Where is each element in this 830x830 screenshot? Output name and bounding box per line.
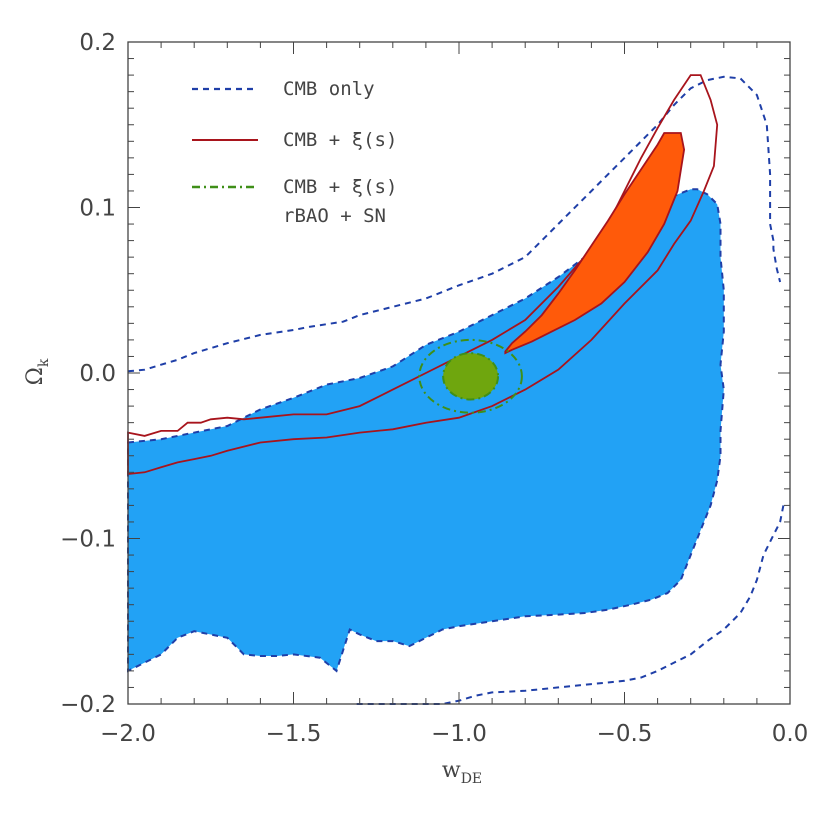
x-axis-label: wDE — [442, 758, 482, 787]
y-tick-label: 0.1 — [79, 196, 116, 222]
x-tick-label: 0.0 — [772, 721, 809, 747]
y-tick-label: 0.2 — [79, 30, 116, 56]
x-tick-label: −2.0 — [100, 721, 156, 747]
cmb-only-outer-contour-lower — [356, 505, 785, 705]
legend-label-cmb-xi-rbao-sn-line2: rBAO + SN — [283, 205, 386, 227]
y-axis-label: Ωk — [23, 358, 52, 385]
x-tick-label: −1.0 — [431, 721, 487, 747]
y-tick-label: −0.1 — [60, 527, 116, 553]
x-tick-label: −1.5 — [266, 721, 322, 747]
x-tick-label: −0.5 — [597, 721, 653, 747]
cmb-xi-rbao-sn-outer-contour — [418, 338, 523, 414]
plot-area — [127, 74, 785, 705]
x-axis-label-sub: DE — [461, 771, 482, 787]
legend: CMB only CMB + ξ(s) CMB + ξ(s) rBAO + SN — [192, 78, 397, 227]
legend-label-cmb-xi: CMB + ξ(s) — [283, 129, 397, 151]
legend-label-cmb-only: CMB only — [283, 78, 375, 100]
axes-frame — [127, 41, 791, 705]
y-tick-label: −0.2 — [60, 692, 116, 718]
cmb-xi-outer-contour — [127, 74, 719, 475]
cmb-xi-rbao-sn-inner-contour — [442, 352, 500, 401]
y-axis-label-main: Ω — [23, 367, 48, 385]
legend-label-cmb-xi-rbao-sn-line1: CMB + ξ(s) — [283, 176, 397, 198]
cmb-xi-inner-contour — [504, 132, 686, 355]
cmb-only-outer-contour-upper — [127, 75, 782, 373]
y-tick-label: 0.0 — [79, 361, 116, 387]
y-axis-label-sub: k — [36, 358, 52, 367]
x-axis-label-main: w — [442, 758, 461, 783]
tick-labels: −2.0 −1.5 −1.0 −0.5 0.0 −0.2 −0.1 0.0 0.1 0.2 — [60, 30, 808, 747]
